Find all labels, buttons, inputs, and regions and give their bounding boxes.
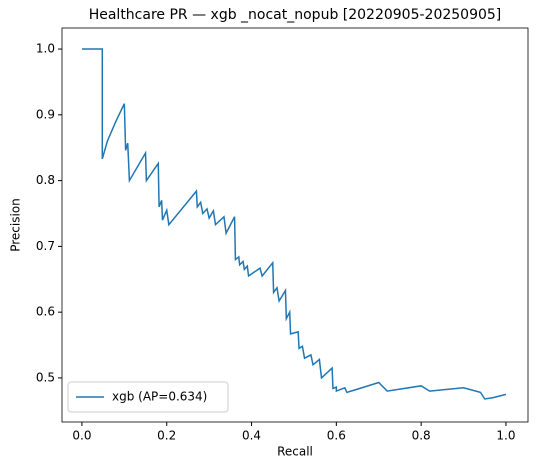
x-tick-label: 0.0 — [72, 429, 91, 443]
legend-label: xgb (AP=0.634) — [112, 390, 207, 404]
y-tick-label: 1.0 — [36, 42, 55, 56]
plot-frame — [61, 27, 529, 423]
x-tick-label: 0.8 — [412, 429, 431, 443]
y-tick-label: 0.6 — [36, 305, 55, 319]
x-tick-label: 0.4 — [242, 429, 261, 443]
x-tick-label: 0.2 — [157, 429, 176, 443]
y-tick-label: 0.8 — [36, 173, 55, 187]
chart-title: Healthcare PR — xgb _nocat_nopub [202209… — [89, 7, 502, 23]
legend-box — [67, 381, 229, 413]
y-tick-label: 0.9 — [36, 107, 55, 121]
y-tick-label: 0.5 — [36, 370, 55, 384]
x-axis-label: Recall — [277, 445, 313, 459]
y-axis-label: Precision — [9, 198, 23, 252]
pr-curve — [81, 48, 507, 400]
y-tick-label: 0.7 — [36, 239, 55, 253]
x-tick-label: 0.6 — [327, 429, 346, 443]
x-tick-label: 1.0 — [496, 429, 515, 443]
